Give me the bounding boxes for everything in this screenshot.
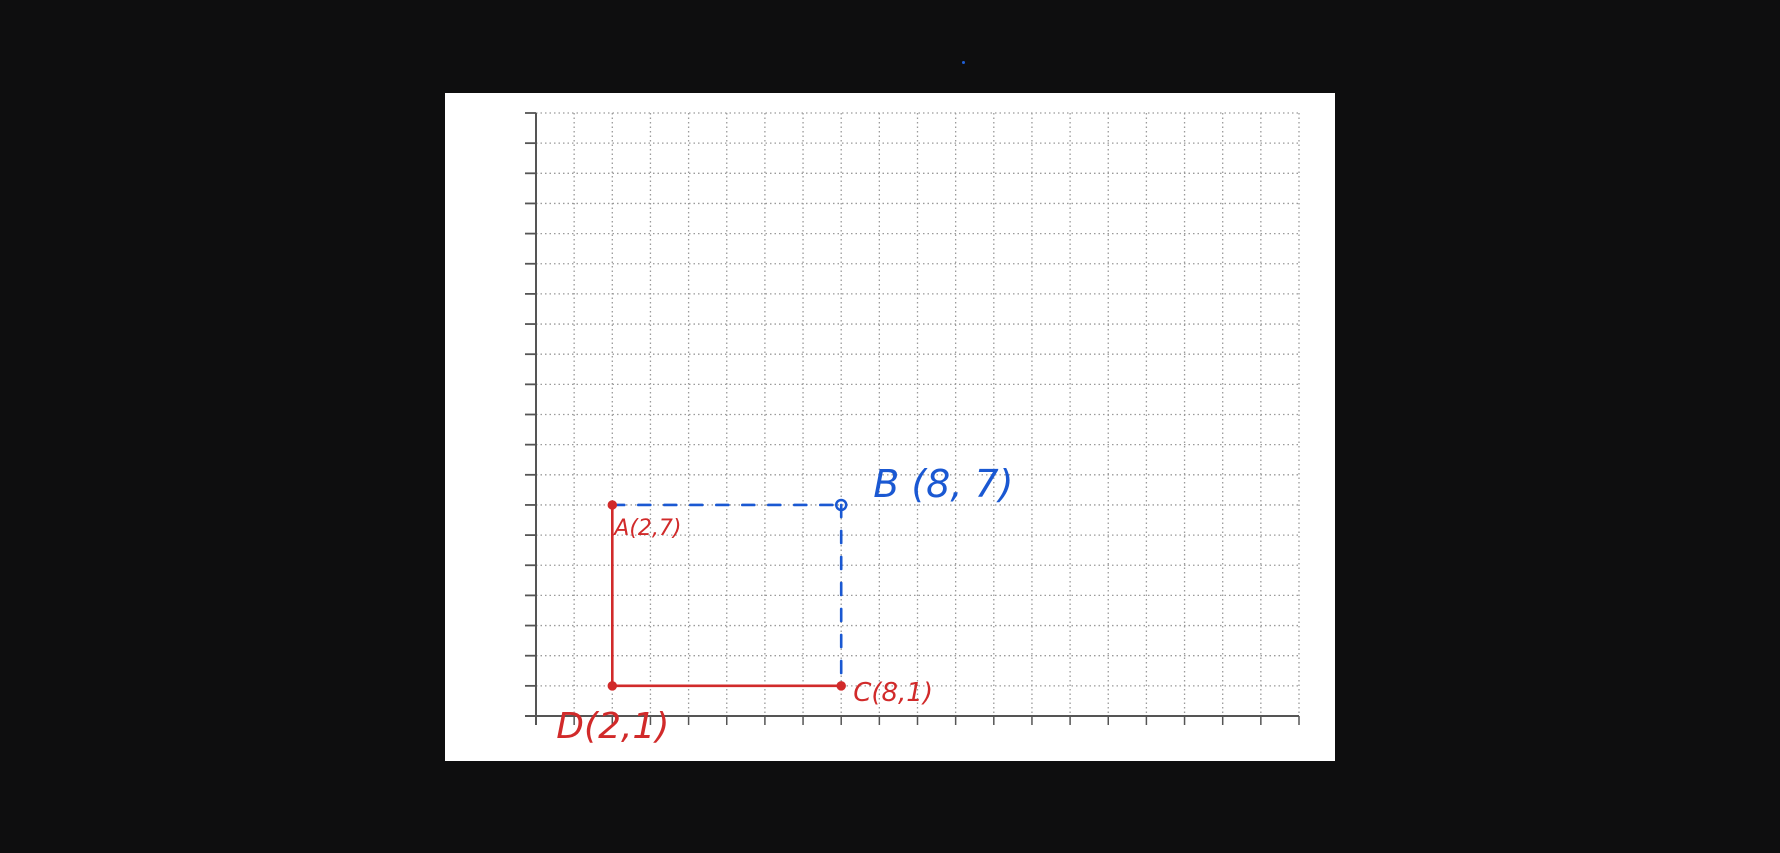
label-point-a: A(2,7): [612, 516, 681, 541]
stray-ink-dot: [962, 61, 965, 64]
point-c: [836, 681, 846, 691]
points: [607, 498, 848, 691]
label-point-d: D(2,1): [556, 706, 669, 747]
axes: [525, 112, 1300, 725]
point-d: [607, 681, 618, 691]
point-a: [607, 500, 618, 510]
grid-lines: [536, 112, 1300, 716]
label-point-b: B (8, 7): [873, 462, 1013, 506]
label-point-c: C(8,1): [853, 678, 933, 708]
graph-paper: [445, 93, 1335, 761]
segments: [610, 503, 843, 688]
point-b: [834, 498, 848, 512]
